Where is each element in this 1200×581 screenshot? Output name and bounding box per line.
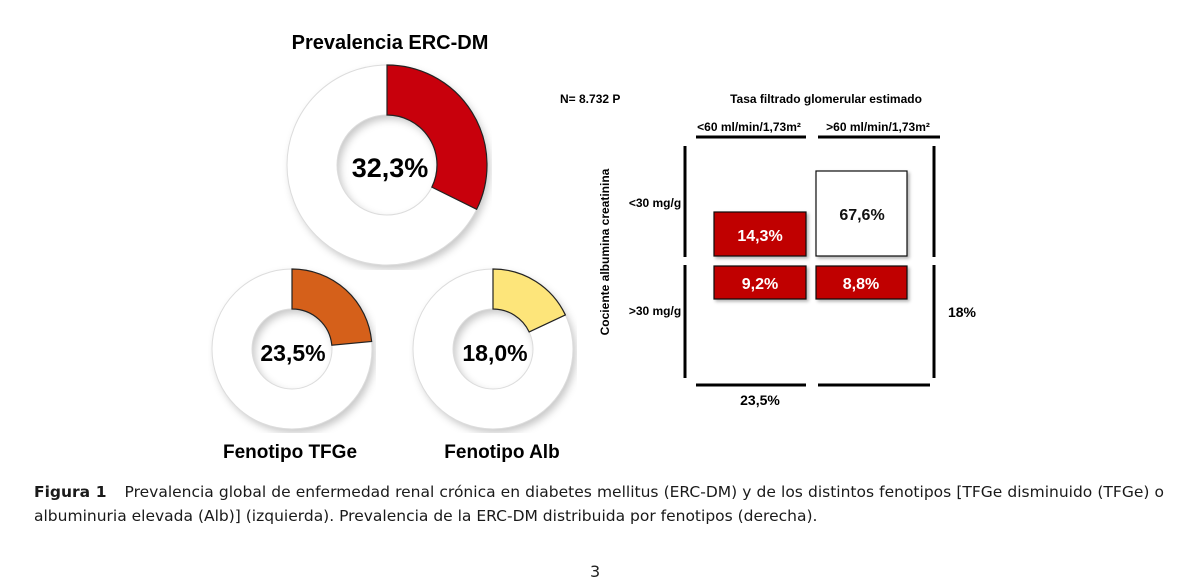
donut-tfge: 23,5% Fenotipo TFGe (211, 268, 373, 463)
donut-alb-slice (492, 268, 567, 333)
figure-caption: Figura 1 Prevalencia global de enfermedad… (34, 480, 1164, 528)
cell-high-acr-low-gfr-value: 9,2% (742, 276, 778, 293)
figure-caption-label: Figura 1 (34, 483, 107, 501)
donut-erc-dm-slice (386, 64, 488, 211)
column-total-low-gfr: 23,5% (740, 392, 780, 408)
figure-caption-text: Prevalencia global de enfermedad renal c… (34, 483, 1164, 525)
donut-alb: 18,0% Fenotipo Alb (412, 268, 574, 463)
cell-box-3 (815, 265, 908, 300)
cell-low-acr-high-gfr: 67,6% (815, 170, 908, 257)
row-header-low-acr: <30 mg/g (629, 196, 681, 210)
donut-alb-value: 18,0% (462, 340, 527, 366)
row-group-title: Cociente albumina creatinina (598, 168, 612, 335)
donut-tfge-slice (291, 268, 373, 346)
column-header-low-gfr: <60 ml/min/1,73m² (697, 120, 801, 134)
donut-erc-dm-title: Prevalencia ERC-DM (292, 32, 489, 54)
cell-box-2 (713, 265, 807, 300)
cell-box-1 (815, 170, 908, 257)
cell-high-acr-high-gfr: 8,8% (815, 265, 908, 300)
donut-tfge-title: Fenotipo TFGe (223, 442, 357, 463)
sample-size-label: N= 8.732 P (560, 92, 620, 106)
donut-erc-dm: Prevalencia ERC-DM 32,3% (286, 32, 489, 266)
row-total-high-acr: 18% (948, 304, 977, 320)
column-header-high-gfr: >60 ml/min/1,73m² (826, 120, 930, 134)
cell-low-acr-low-gfr-value: 14,3% (737, 228, 782, 245)
cell-low-acr-high-gfr-value: 67,6% (839, 207, 884, 224)
cell-low-acr-low-gfr: 14,3% (713, 211, 807, 257)
donut-tfge-value: 23,5% (260, 340, 325, 366)
column-group-title: Tasa filtrado glomerular estimado (730, 92, 922, 106)
cell-high-acr-high-gfr-value: 8,8% (843, 276, 879, 293)
cell-box-0 (713, 211, 807, 257)
row-header-high-acr: >30 mg/g (629, 304, 681, 318)
donut-alb-title: Fenotipo Alb (444, 442, 559, 463)
page-number: 3 (590, 562, 601, 581)
phenotype-table: N= 8.732 P Tasa filtrado glomerular esti… (560, 92, 977, 408)
cell-high-acr-low-gfr: 9,2% (713, 265, 807, 300)
donut-erc-dm-value: 32,3% (352, 153, 429, 183)
